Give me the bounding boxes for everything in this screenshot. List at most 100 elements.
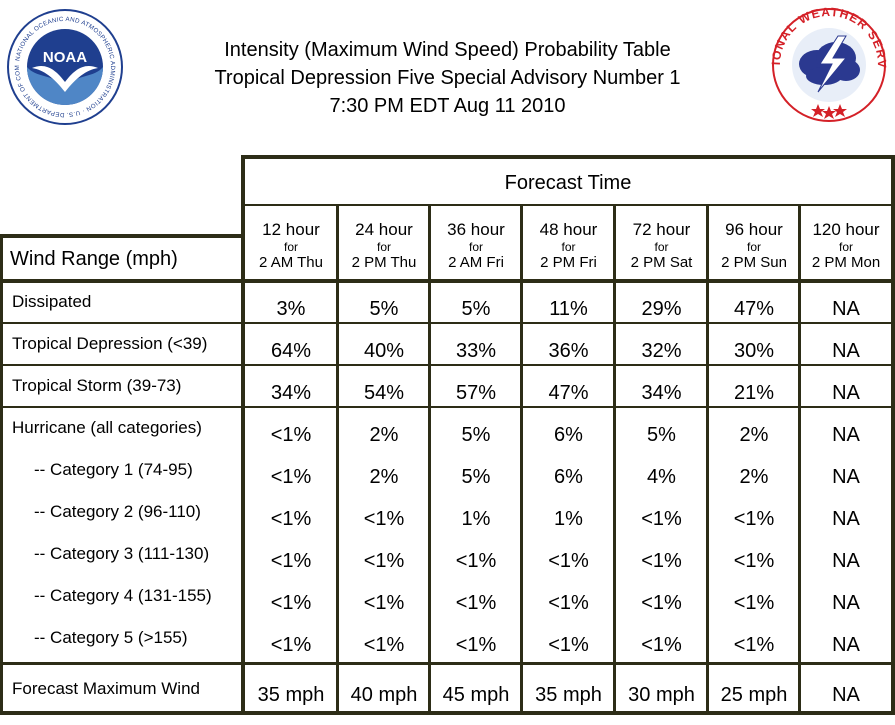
table-cell: <1% bbox=[363, 634, 405, 656]
column-time: 2 AM Thu bbox=[259, 254, 323, 271]
table-cell: 6% bbox=[554, 424, 583, 446]
table-cell: 47% bbox=[733, 298, 775, 320]
table-cell: <1% bbox=[270, 508, 312, 530]
table-cell: 54% bbox=[363, 382, 405, 404]
table-cell: <1% bbox=[548, 550, 589, 572]
table-cell: 25 mph bbox=[720, 684, 788, 706]
grid-line bbox=[0, 279, 895, 283]
table-cell: 4% bbox=[647, 466, 676, 488]
column-for: for bbox=[468, 240, 483, 254]
grid-line bbox=[0, 711, 895, 715]
column-header: 36 hour for 2 AM Fri bbox=[430, 220, 522, 272]
table-cell: 64% bbox=[270, 340, 312, 362]
column-for: for bbox=[746, 240, 761, 254]
table-cell: 40 mph bbox=[350, 684, 418, 706]
table-cell: <1% bbox=[270, 634, 312, 656]
table-cell: 30% bbox=[733, 340, 775, 362]
table-cell: 30 mph bbox=[628, 684, 695, 706]
column-header: 24 hour for 2 PM Thu bbox=[338, 220, 430, 272]
row-label: -- Category 1 (74-95) bbox=[34, 460, 193, 479]
table-cell: <1% bbox=[455, 592, 497, 614]
table-cell: 21% bbox=[733, 382, 775, 404]
table-cell: NA bbox=[832, 592, 860, 614]
page-title: Intensity (Maximum Wind Speed) Probabili… bbox=[140, 36, 755, 120]
table-cell: NA bbox=[832, 550, 860, 572]
title-line-3: 7:30 PM EDT Aug 11 2010 bbox=[329, 95, 566, 117]
table-cell: <1% bbox=[641, 508, 682, 530]
column-time: 2 PM Sun bbox=[721, 254, 787, 271]
column-hour: 120 hour bbox=[812, 220, 880, 239]
column-for: for bbox=[376, 240, 391, 254]
row-label: Forecast Maximum Wind bbox=[12, 679, 200, 698]
column-hour: 72 hour bbox=[632, 220, 691, 239]
table-cell: <1% bbox=[548, 592, 589, 614]
column-hour: 12 hour bbox=[262, 220, 320, 239]
table-cell: 35 mph bbox=[535, 684, 602, 706]
table-cell: 6% bbox=[554, 466, 583, 488]
table-cell: <1% bbox=[270, 424, 312, 446]
column-time: 2 PM Mon bbox=[811, 254, 881, 271]
grid-line bbox=[336, 206, 339, 714]
grid-line bbox=[0, 406, 895, 408]
table-cell: <1% bbox=[363, 508, 405, 530]
svg-text:NOAA: NOAA bbox=[43, 49, 87, 66]
grid-line bbox=[0, 234, 245, 238]
table-cell: <1% bbox=[270, 592, 312, 614]
table-cell: NA bbox=[832, 684, 860, 706]
table-cell: NA bbox=[832, 466, 860, 488]
table-cell: 29% bbox=[641, 298, 682, 320]
column-for: for bbox=[654, 240, 669, 254]
grid-line bbox=[0, 364, 895, 366]
grid-line bbox=[0, 322, 895, 324]
row-label: -- Category 3 (111-130) bbox=[34, 544, 210, 563]
grid-line bbox=[706, 206, 709, 714]
table-cell: <1% bbox=[455, 634, 497, 656]
column-for: for bbox=[283, 240, 298, 254]
grid-line bbox=[613, 206, 616, 714]
table-cell: <1% bbox=[733, 508, 775, 530]
table-cell: <1% bbox=[548, 634, 589, 656]
column-header: 120 hour for 2 PM Mon bbox=[800, 220, 892, 272]
table-cell: 1% bbox=[554, 508, 583, 530]
wind-range-header: Wind Range (mph) bbox=[10, 248, 178, 270]
row-label: Tropical Storm (39-73) bbox=[12, 376, 182, 395]
grid-line bbox=[520, 206, 523, 714]
table-cell: NA bbox=[832, 508, 860, 530]
table-cell: 47% bbox=[548, 382, 589, 404]
grid-line bbox=[428, 206, 431, 714]
table-cell: 2% bbox=[739, 424, 769, 446]
table-cell: 33% bbox=[455, 340, 497, 362]
table-cell: <1% bbox=[733, 550, 775, 572]
table-cell: 11% bbox=[549, 298, 588, 320]
grid-line bbox=[798, 206, 801, 714]
column-hour: 48 hour bbox=[539, 220, 598, 239]
row-label: Hurricane (all categories) bbox=[12, 418, 202, 437]
table-cell: <1% bbox=[733, 592, 775, 614]
grid-line bbox=[0, 234, 3, 715]
table-cell: 5% bbox=[647, 424, 676, 446]
column-time: 2 AM Fri bbox=[448, 254, 504, 271]
table-cell: <1% bbox=[641, 592, 682, 614]
table-cell: 45 mph bbox=[442, 684, 510, 706]
table-cell: 5% bbox=[369, 298, 399, 320]
column-header: 96 hour for 2 PM Sun bbox=[708, 220, 800, 272]
column-for: for bbox=[561, 240, 576, 254]
table-cell: 57% bbox=[455, 382, 497, 404]
table-cell: 36% bbox=[548, 340, 589, 362]
table-cell: 34% bbox=[641, 382, 682, 404]
table-cell: 5% bbox=[461, 424, 491, 446]
column-time: 2 PM Sat bbox=[630, 254, 693, 271]
table-cell: <1% bbox=[641, 634, 682, 656]
table-cell: <1% bbox=[733, 634, 775, 656]
nws-logo: NATIONAL WEATHER SERVICE bbox=[770, 6, 888, 122]
table-cell: 3% bbox=[276, 298, 306, 320]
column-header: 48 hour for 2 PM Fri bbox=[522, 220, 615, 272]
column-header: 72 hour for 2 PM Sat bbox=[615, 220, 708, 272]
grid-line bbox=[241, 204, 895, 206]
title-line-2: Tropical Depression Five Special Advisor… bbox=[214, 67, 681, 89]
table-cell: 40% bbox=[363, 340, 405, 362]
table-cell: 2% bbox=[739, 466, 769, 488]
table-cell: 2% bbox=[369, 466, 399, 488]
grid-line bbox=[241, 155, 245, 715]
